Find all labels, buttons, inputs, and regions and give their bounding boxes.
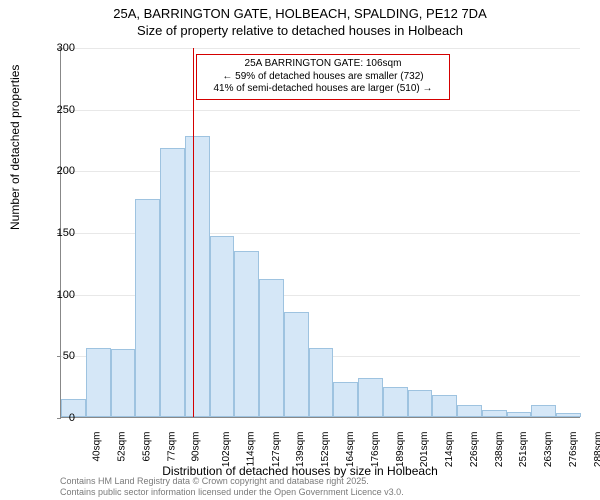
annotation-line: ← 59% of detached houses are smaller (73…: [203, 71, 443, 84]
histogram-bar: [358, 378, 383, 417]
y-tick-label: 50: [45, 350, 75, 362]
x-tick-label: 263sqm: [543, 432, 554, 468]
histogram-bar: [86, 348, 111, 417]
histogram-bar: [284, 312, 309, 417]
histogram-bar: [135, 199, 160, 417]
annotation-line: 25A BARRINGTON GATE: 106sqm: [203, 58, 443, 71]
x-tick-label: 276sqm: [568, 432, 579, 468]
x-tick-label: 201sqm: [419, 432, 430, 468]
footer-line-1: Contains HM Land Registry data © Crown c…: [60, 476, 404, 487]
x-tick-label: 102sqm: [221, 432, 232, 468]
histogram-bar: [408, 390, 433, 417]
x-tick-label: 251sqm: [518, 432, 529, 468]
histogram-bar: [210, 236, 235, 417]
y-tick-label: 300: [45, 42, 75, 54]
y-tick-label: 150: [45, 227, 75, 239]
annotation-line: 41% of semi-detached houses are larger (…: [203, 83, 443, 96]
grid-line: [61, 110, 580, 111]
x-tick-label: 214sqm: [444, 432, 455, 468]
grid-line: [61, 171, 580, 172]
x-tick-label: 152sqm: [320, 432, 331, 468]
x-tick-label: 40sqm: [92, 432, 103, 462]
x-tick-label: 238sqm: [494, 432, 505, 468]
y-tick-label: 200: [45, 165, 75, 177]
y-tick-label: 0: [45, 412, 75, 424]
x-tick-label: 189sqm: [395, 432, 406, 468]
x-tick-label: 176sqm: [370, 432, 381, 468]
histogram-bar: [333, 382, 358, 417]
title-line-2: Size of property relative to detached ho…: [0, 23, 600, 40]
histogram-bar: [432, 395, 457, 417]
footer-line-2: Contains public sector information licen…: [60, 487, 404, 498]
histogram-bar: [482, 410, 507, 417]
attribution-footer: Contains HM Land Registry data © Crown c…: [60, 476, 404, 498]
histogram-bar: [259, 279, 284, 417]
chart-title: 25A, BARRINGTON GATE, HOLBEACH, SPALDING…: [0, 0, 600, 40]
y-tick-label: 100: [45, 289, 75, 301]
grid-line: [61, 48, 580, 49]
histogram-bar: [234, 251, 259, 418]
chart-container: 25A, BARRINGTON GATE, HOLBEACH, SPALDING…: [0, 0, 600, 500]
annotation-box: 25A BARRINGTON GATE: 106sqm← 59% of deta…: [196, 54, 450, 100]
histogram-bar: [383, 387, 408, 417]
y-tick-label: 250: [45, 104, 75, 116]
histogram-bar: [457, 405, 482, 417]
chart-area: 40sqm52sqm65sqm77sqm90sqm102sqm114sqm127…: [60, 48, 580, 418]
x-tick-label: 52sqm: [117, 432, 128, 462]
x-tick-label: 114sqm: [245, 432, 256, 467]
histogram-bar: [160, 148, 185, 417]
x-tick-label: 77sqm: [166, 432, 177, 462]
x-tick-label: 288sqm: [593, 432, 600, 468]
x-tick-label: 139sqm: [296, 432, 307, 468]
histogram-bar: [111, 349, 136, 417]
property-marker-line: [193, 48, 194, 417]
histogram-bar: [531, 405, 556, 417]
x-tick-label: 65sqm: [141, 432, 152, 462]
x-tick-label: 164sqm: [345, 432, 356, 468]
plot-region: 40sqm52sqm65sqm77sqm90sqm102sqm114sqm127…: [60, 48, 580, 418]
histogram-bar: [309, 348, 334, 417]
histogram-bar: [185, 136, 210, 417]
histogram-bar: [507, 412, 532, 417]
y-axis-label: Number of detached properties: [8, 65, 22, 230]
histogram-bar: [556, 413, 581, 417]
title-line-1: 25A, BARRINGTON GATE, HOLBEACH, SPALDING…: [0, 6, 600, 23]
x-tick-label: 226sqm: [469, 432, 480, 468]
x-tick-label: 127sqm: [271, 432, 282, 468]
x-tick-label: 90sqm: [191, 432, 202, 462]
